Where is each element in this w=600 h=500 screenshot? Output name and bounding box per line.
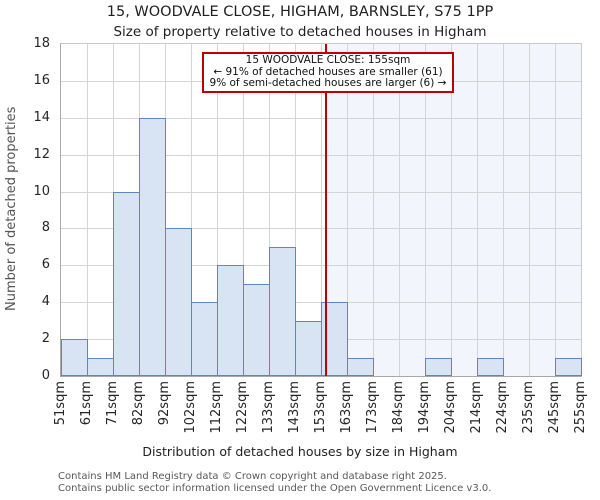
histogram-bar — [217, 265, 244, 376]
x-tick-label: 112sqm — [209, 381, 224, 434]
x-tick-label: 163sqm — [339, 381, 354, 434]
vertical-gridline — [373, 44, 374, 376]
histogram-bar — [165, 228, 192, 376]
vertical-gridline — [503, 44, 504, 376]
chart-title: 15, WOODVALE CLOSE, HIGHAM, BARNSLEY, S7… — [106, 4, 494, 20]
vertical-gridline — [295, 44, 296, 376]
shade-region-larger — [326, 44, 581, 376]
footer-attribution-line1: Contains HM Land Registry data © Crown c… — [58, 471, 447, 482]
y-tick-label: 14 — [33, 109, 50, 125]
x-tick-label: 245sqm — [547, 381, 562, 434]
vertical-gridline — [243, 44, 244, 376]
histogram-bar — [243, 283, 270, 376]
histogram-bar — [477, 357, 504, 376]
histogram-bar — [191, 302, 218, 376]
plot-area: 15 WOODVALE CLOSE: 155sqm ← 91% of detac… — [60, 43, 582, 377]
histogram-bar — [61, 339, 88, 376]
vertical-gridline — [529, 44, 530, 376]
x-tick-label: 82sqm — [131, 381, 146, 426]
x-tick-label: 184sqm — [391, 381, 406, 434]
vertical-gridline — [451, 44, 452, 376]
vertical-gridline — [191, 44, 192, 376]
x-tick-label: 224sqm — [495, 381, 510, 434]
vertical-gridline — [347, 44, 348, 376]
y-tick-label: 2 — [41, 331, 50, 347]
histogram-bar — [425, 357, 452, 376]
histogram-bar — [555, 357, 582, 376]
histogram-bar — [113, 191, 140, 376]
chart-subtitle: Size of property relative to detached ho… — [113, 24, 487, 40]
x-tick-label: 51sqm — [53, 381, 68, 426]
x-tick-label: 235sqm — [521, 381, 536, 434]
x-tick-label: 173sqm — [365, 381, 380, 434]
x-tick-label: 122sqm — [235, 381, 250, 434]
y-tick-label: 12 — [33, 146, 50, 162]
annotation-property-line: 15 WOODVALE CLOSE: 155sqm — [245, 54, 411, 66]
x-axis-label: Distribution of detached houses by size … — [142, 444, 458, 459]
y-tick-label: 8 — [41, 220, 50, 236]
y-tick-label: 18 — [33, 36, 50, 51]
y-tick-label: 16 — [33, 72, 50, 88]
x-tick-label: 92sqm — [157, 381, 172, 426]
x-tick-label: 255sqm — [573, 381, 588, 434]
x-tick-label: 153sqm — [313, 381, 328, 434]
vertical-gridline — [425, 44, 426, 376]
x-tick-label: 194sqm — [417, 381, 432, 434]
annotation-box: 15 WOODVALE CLOSE: 155sqm ← 91% of detac… — [202, 52, 454, 93]
vertical-gridline — [321, 44, 322, 376]
histogram-bar — [139, 117, 166, 376]
vertical-gridline — [269, 44, 270, 376]
y-axis-label: Number of detached properties — [4, 106, 19, 312]
y-tick-label: 10 — [33, 183, 50, 199]
y-tick-label: 0 — [41, 368, 50, 383]
vertical-gridline — [555, 44, 556, 376]
vertical-gridline — [477, 44, 478, 376]
property-marker-line — [325, 44, 328, 376]
histogram-bar — [269, 246, 296, 376]
footer-attribution-line2: Contains public sector information licen… — [58, 483, 492, 494]
histogram-bar — [347, 357, 374, 376]
x-tick-label: 102sqm — [183, 381, 198, 434]
annotation-smaller-line: ← 91% of detached houses are smaller (61… — [213, 65, 443, 78]
histogram-bar — [87, 357, 114, 376]
y-tick-label: 6 — [41, 257, 50, 273]
annotation-larger-line: 9% of semi-detached houses are larger (6… — [209, 77, 447, 89]
x-tick-label: 214sqm — [469, 381, 484, 434]
x-tick-label: 61sqm — [79, 381, 94, 426]
x-tick-label: 71sqm — [105, 381, 120, 426]
vertical-gridline — [399, 44, 400, 376]
x-tick-label: 133sqm — [261, 381, 276, 434]
histogram-bar — [295, 320, 322, 376]
x-tick-label: 204sqm — [443, 381, 458, 434]
vertical-gridline — [217, 44, 218, 376]
y-tick-label: 4 — [41, 294, 50, 310]
vertical-gridline — [87, 44, 88, 376]
x-tick-label: 143sqm — [287, 381, 302, 434]
